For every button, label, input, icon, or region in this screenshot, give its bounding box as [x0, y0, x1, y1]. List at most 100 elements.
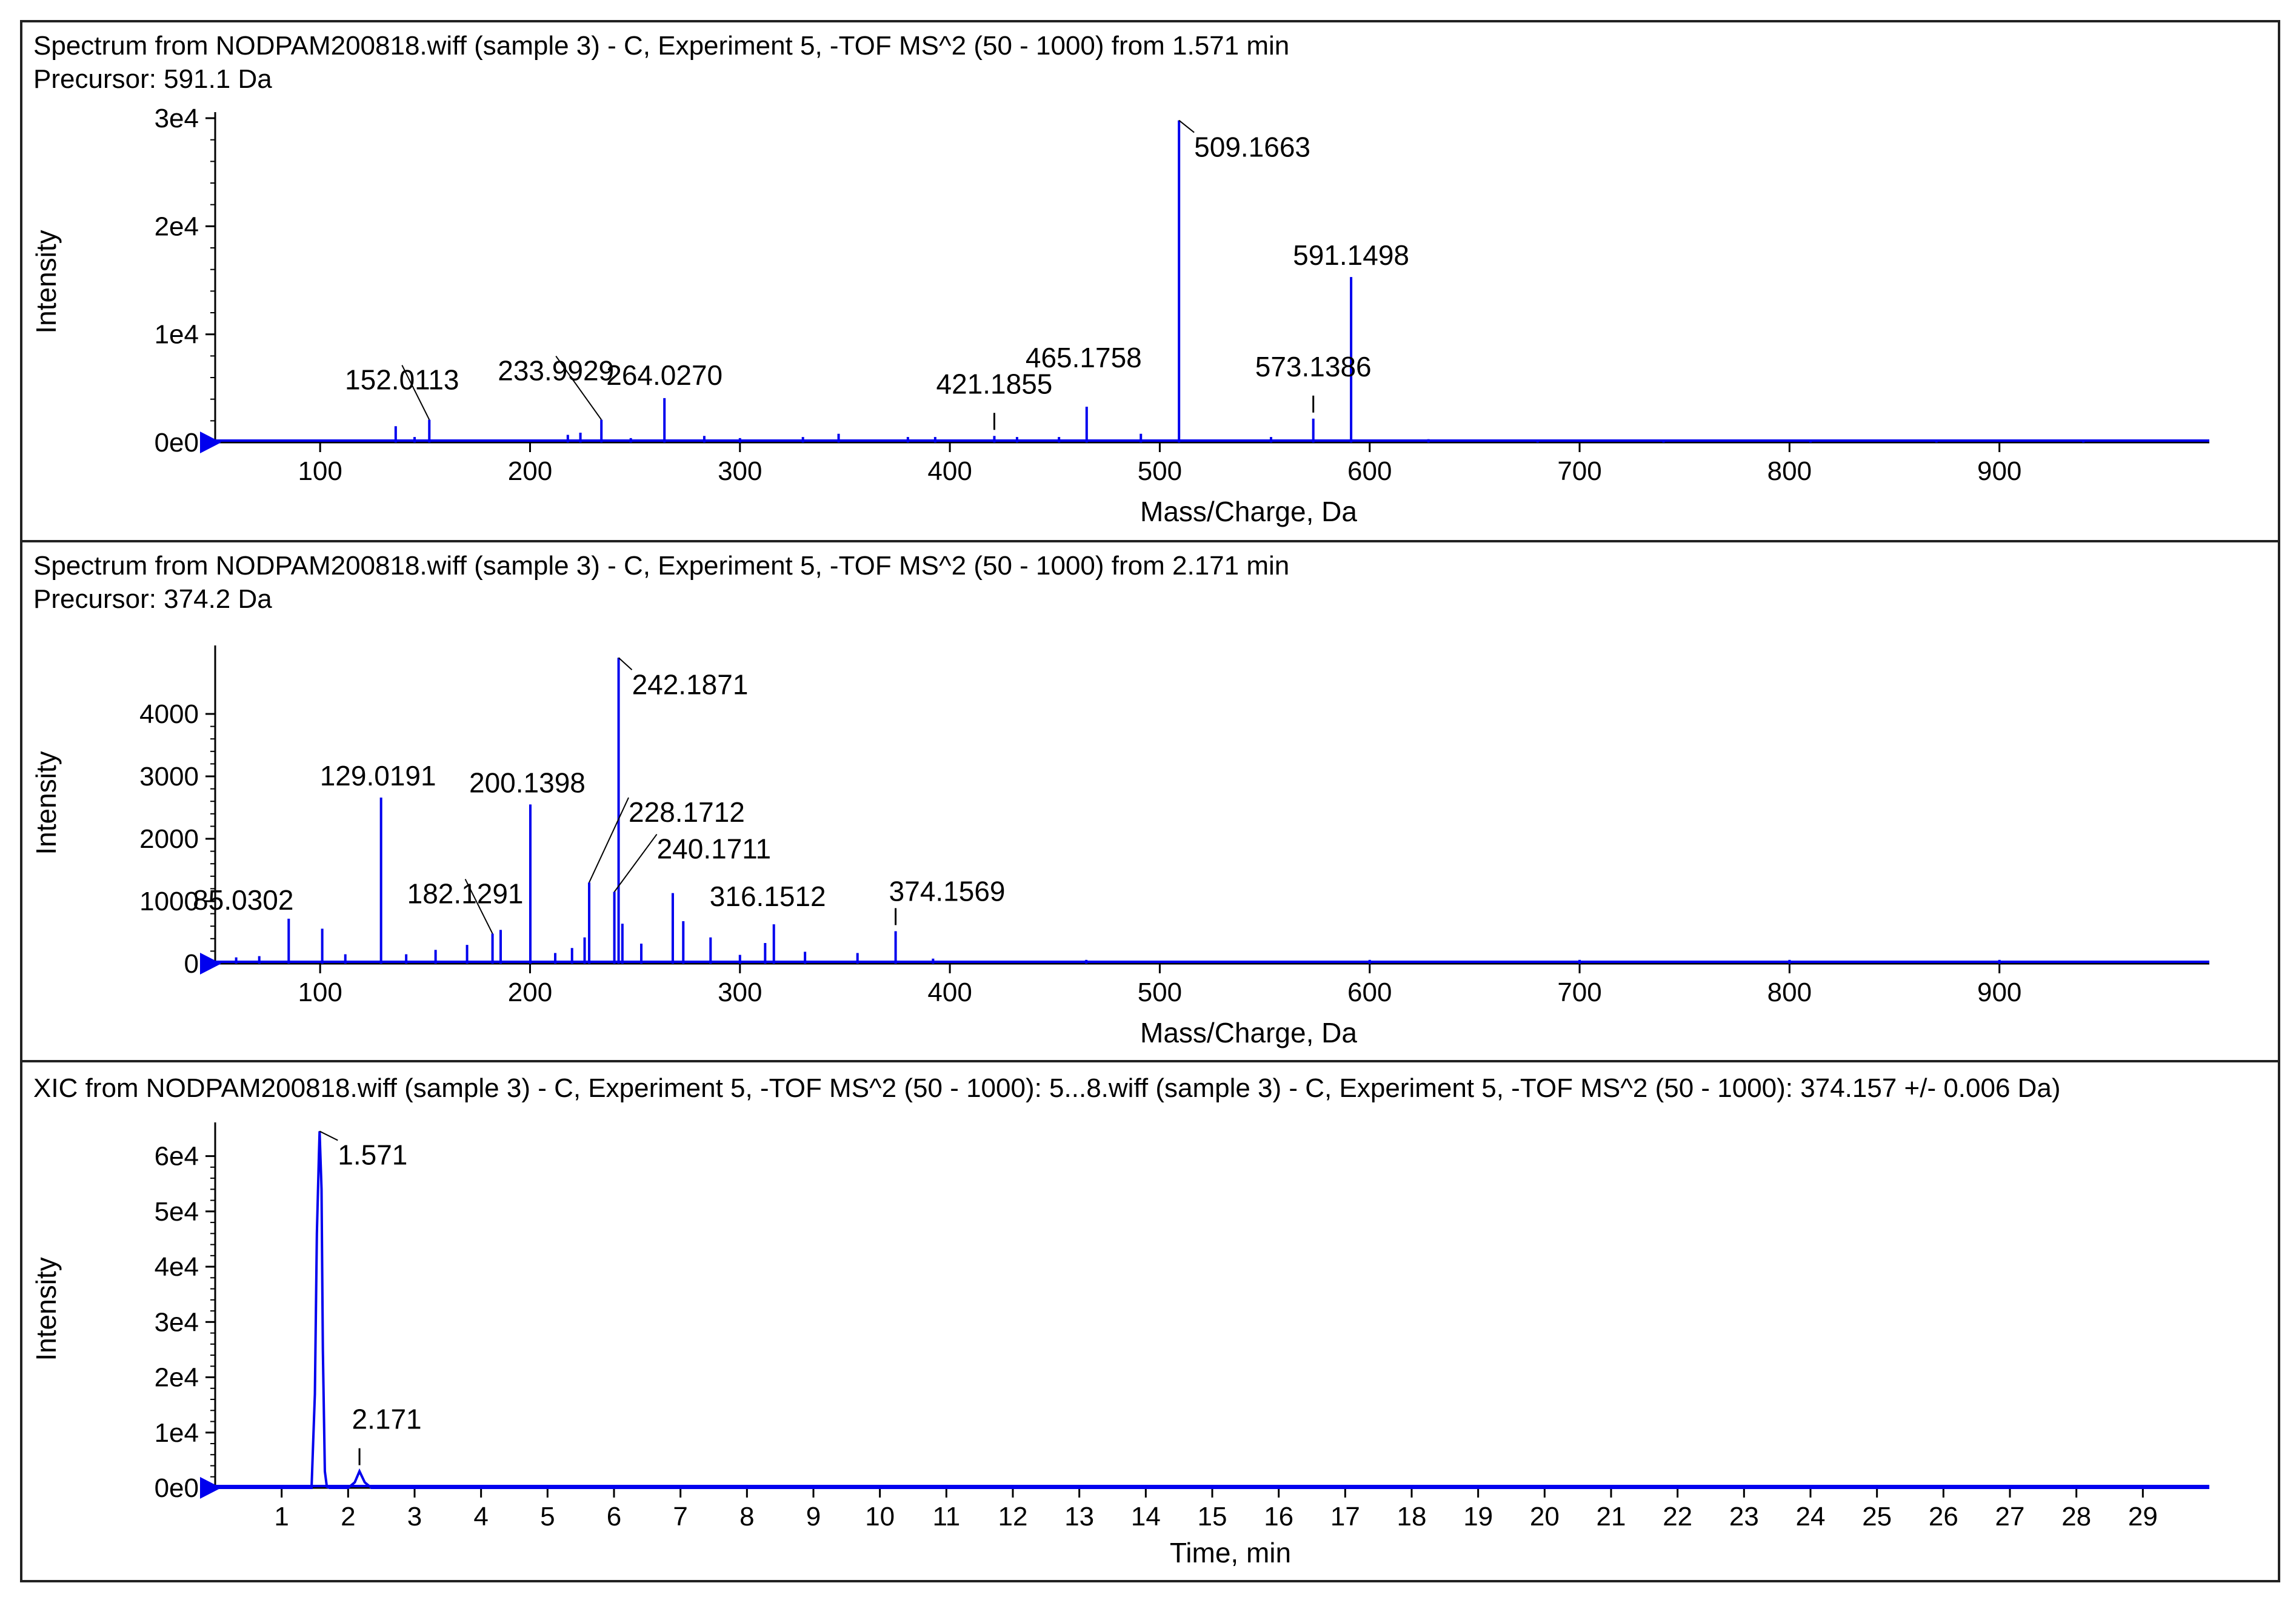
x-tick-label: 20	[1530, 1502, 1560, 1531]
peak-annotation-label: 1.571	[338, 1139, 407, 1171]
peak-annotation-label: 240.1711	[657, 833, 771, 865]
panel-2-title: Spectrum from NODPAM200818.wiff (sample …	[33, 551, 1289, 581]
x-tick-label: 18	[1397, 1502, 1427, 1531]
x-tick-label: 13	[1064, 1502, 1094, 1531]
x-tick-label: 600	[1347, 978, 1392, 1007]
annotation-leader-line	[464, 879, 493, 935]
panel-2-subtitle: Precursor: 374.2 Da	[33, 584, 272, 614]
x-tick-label: 700	[1557, 456, 1601, 486]
x-tick-label: 400	[927, 978, 972, 1007]
annotation-leader-line	[401, 365, 430, 420]
peak-annotation-label: 2.171	[352, 1404, 422, 1435]
x-tick-label: 6	[607, 1502, 621, 1531]
y-tick-label: 2000	[139, 824, 199, 854]
x-tick-label: 300	[718, 456, 762, 486]
peak-annotation-label: 200.1398	[469, 767, 586, 798]
y-tick-label: 4e4	[155, 1252, 199, 1282]
x-tick-label: 11	[932, 1502, 960, 1531]
x-tick-label: 16	[1264, 1502, 1293, 1531]
panel-2-y-axis-label: Intensity	[30, 751, 62, 855]
y-tick-label: 1e4	[155, 1418, 199, 1448]
y-tick-label: 1000	[139, 887, 199, 916]
x-tick-label: 300	[718, 978, 762, 1007]
x-tick-label: 21	[1597, 1502, 1626, 1531]
y-tick-label: 6e4	[155, 1142, 199, 1171]
x-tick-label: 800	[1767, 978, 1812, 1007]
spectrum-panel-2: Spectrum from NODPAM200818.wiff (sample …	[20, 540, 2280, 1062]
axis-origin-arrow-icon[interactable]	[200, 953, 221, 975]
x-tick-label: 100	[298, 978, 342, 1007]
peak-annotation-label: 374.1569	[889, 875, 1006, 907]
axis-origin-arrow-icon[interactable]	[200, 1477, 221, 1499]
spectrum-panel-1: Spectrum from NODPAM200818.wiff (sample …	[20, 20, 2280, 542]
x-tick-label: 700	[1557, 978, 1601, 1007]
x-tick-label: 2	[341, 1502, 355, 1531]
panel-2-x-axis-label: Mass/Charge, Da	[1140, 1017, 1357, 1048]
x-tick-label: 26	[1929, 1502, 1958, 1531]
y-tick-label: 2e4	[155, 212, 199, 241]
y-tick-label: 3000	[139, 762, 199, 792]
x-tick-label: 500	[1138, 456, 1182, 486]
x-tick-label: 25	[1862, 1502, 1892, 1531]
x-tick-label: 9	[806, 1502, 821, 1531]
xic-trace-line	[215, 1131, 2209, 1489]
x-tick-label: 100	[298, 456, 342, 486]
x-tick-label: 500	[1138, 978, 1182, 1007]
x-tick-label: 1	[274, 1502, 289, 1531]
x-tick-label: 24	[1796, 1502, 1826, 1531]
x-tick-label: 600	[1347, 456, 1392, 486]
peak-annotation-label: 591.1498	[1293, 239, 1409, 271]
x-tick-label: 29	[2128, 1502, 2158, 1531]
panel-3-x-axis-label: Time, min	[1170, 1537, 1291, 1568]
peak-annotation-label: 242.1871	[632, 668, 749, 700]
peak-annotation-label: 182.1291	[407, 878, 524, 910]
panel-1-title: Spectrum from NODPAM200818.wiff (sample …	[33, 31, 1289, 61]
y-tick-label: 0	[184, 949, 199, 979]
y-tick-label: 4000	[139, 699, 199, 729]
y-tick-label: 3e4	[155, 104, 199, 133]
peak-annotation-label: 316.1512	[710, 881, 826, 912]
x-tick-label: 14	[1131, 1502, 1161, 1531]
x-tick-label: 15	[1198, 1502, 1227, 1531]
peak-annotation-label: 509.1663	[1194, 132, 1310, 163]
panel-3-title: XIC from NODPAM200818.wiff (sample 3) - …	[33, 1073, 2061, 1103]
x-tick-label: 28	[2061, 1502, 2091, 1531]
annotation-leader-line	[555, 355, 602, 421]
x-tick-label: 27	[1995, 1502, 2025, 1531]
x-tick-label: 23	[1729, 1502, 1759, 1531]
peak-annotation-label: 421.1855	[936, 368, 1053, 399]
panel-1-subtitle: Precursor: 591.1 Da	[33, 64, 272, 94]
peak-annotation-label: 233.9929	[498, 355, 614, 387]
x-tick-label: 400	[927, 456, 972, 486]
y-tick-label: 5e4	[155, 1197, 199, 1227]
annotation-leader-line	[1178, 119, 1195, 133]
y-tick-label: 1e4	[155, 320, 199, 350]
axis-origin-arrow-icon[interactable]	[200, 432, 221, 453]
peak-annotation-label: 129.0191	[320, 760, 436, 792]
x-tick-label: 900	[1977, 978, 2021, 1007]
y-tick-label: 3e4	[155, 1307, 199, 1337]
y-tick-label: 0e0	[155, 428, 199, 458]
peak-annotation-label: 465.1758	[1026, 342, 1142, 373]
x-tick-label: 4	[473, 1502, 488, 1531]
x-tick-label: 3	[407, 1502, 422, 1531]
xic-panel: XIC from NODPAM200818.wiff (sample 3) - …	[20, 1060, 2280, 1582]
annotation-leader-line	[618, 657, 633, 671]
x-tick-label: 22	[1663, 1502, 1692, 1531]
panel-3-y-axis-label: Intensity	[30, 1257, 62, 1361]
peak-annotation-label: 264.0270	[606, 359, 723, 391]
x-tick-label: 19	[1463, 1502, 1493, 1531]
peak-annotation-label: 85.0302	[193, 884, 293, 916]
y-tick-label: 0e0	[155, 1473, 199, 1503]
annotation-leader-line	[319, 1130, 338, 1141]
y-tick-label: 2e4	[155, 1363, 199, 1393]
peak-annotation-label: 152.0113	[345, 364, 459, 396]
x-tick-label: 12	[998, 1502, 1028, 1531]
peak-annotation-label: 228.1712	[629, 796, 745, 828]
x-tick-label: 200	[508, 456, 552, 486]
x-tick-label: 7	[673, 1502, 687, 1531]
annotation-leader-line	[613, 833, 658, 893]
x-tick-label: 900	[1977, 456, 2021, 486]
x-tick-label: 10	[865, 1502, 895, 1531]
